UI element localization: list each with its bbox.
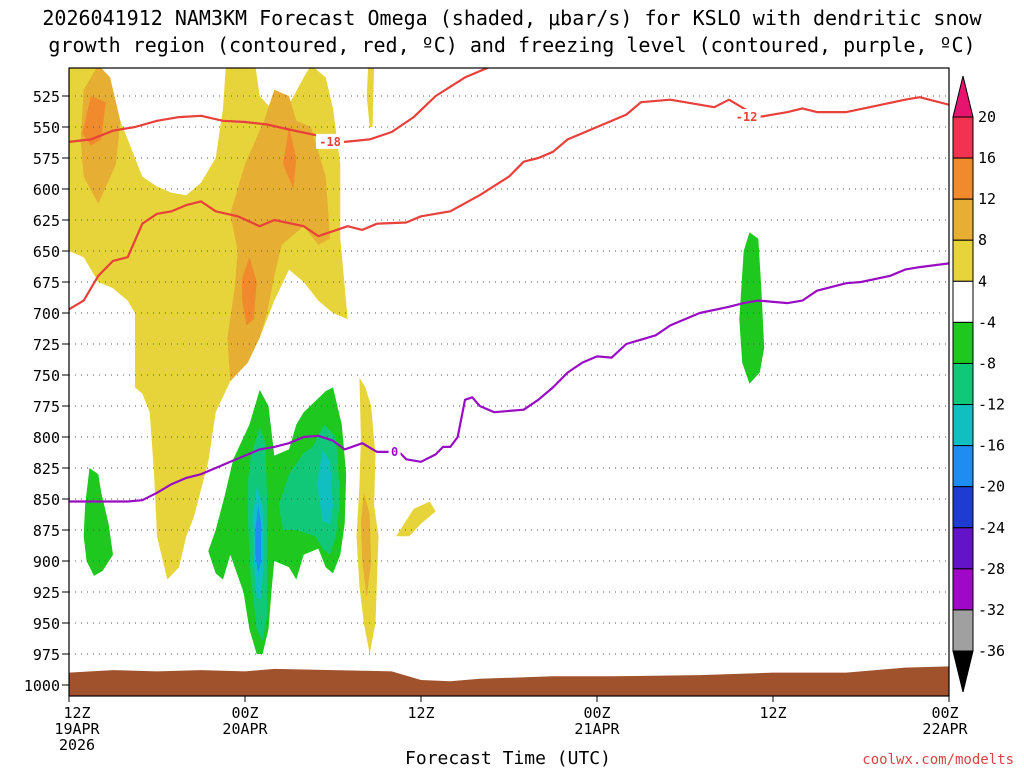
dgz_minus12-label-bg xyxy=(732,109,761,125)
y-tick-label-600: 600 xyxy=(33,181,60,199)
colorbar-top-arrow xyxy=(952,75,974,118)
colorbar-label-9: -20 xyxy=(978,478,1005,496)
y-tick-label-1000: 1000 xyxy=(24,677,60,695)
y-tick-label-900: 900 xyxy=(33,553,60,571)
y-tick-label-575: 575 xyxy=(33,150,60,168)
y-tick-label-825: 825 xyxy=(33,460,60,478)
omega-region-10 xyxy=(83,468,113,576)
x-tick-label-48-0: 12Z xyxy=(759,704,786,722)
colorbar-label-6: -8 xyxy=(978,354,996,372)
omega-region-3 xyxy=(396,501,436,537)
y-tick-label-750: 750 xyxy=(33,367,60,385)
freezing_level_0C-label: 0 xyxy=(391,445,398,459)
omega-region-1 xyxy=(366,68,375,127)
plot-frame xyxy=(68,67,950,697)
omega-region-17 xyxy=(255,505,262,574)
colorbar-label-11: -28 xyxy=(978,560,1005,578)
y-tick-label-700: 700 xyxy=(33,305,60,323)
chart-title-line2: growth region (contoured, red, ºC) and f… xyxy=(48,33,975,57)
x-tick-label-24-0: 12Z xyxy=(407,704,434,722)
ground-terrain xyxy=(69,666,949,696)
omega-region-6 xyxy=(82,96,106,146)
colorbar-swatch-1 xyxy=(952,157,974,200)
omega-shading xyxy=(69,68,765,654)
x-tick-label-36-1: 21APR xyxy=(574,720,620,738)
omega-region-12 xyxy=(739,232,765,384)
colorbar-swatch-4 xyxy=(952,280,974,323)
temperature-contours xyxy=(69,68,949,503)
x-tick-label-60-0: 00Z xyxy=(931,704,958,722)
colorbar-swatch-6 xyxy=(952,362,974,406)
omega-region-7 xyxy=(242,257,257,326)
colorbar-swatch-0 xyxy=(952,116,974,159)
x-tick-label-0-0: 12Z xyxy=(63,704,90,722)
colorbar-label-2: 12 xyxy=(978,190,996,208)
y-tick-label-950: 950 xyxy=(33,615,60,633)
terrain-ground xyxy=(69,666,949,696)
y-tick-label-775: 775 xyxy=(33,398,60,416)
colorbar-label-5: -4 xyxy=(978,313,996,331)
colorbar-label-10: -24 xyxy=(978,519,1005,537)
y-tick-label-625: 625 xyxy=(33,212,60,230)
x-tick-label-12-1: 20APR xyxy=(222,720,268,738)
dgz_minus18-label-bg xyxy=(316,133,345,149)
x-tick-label-12-0: 00Z xyxy=(231,704,258,722)
colorbar-label-8: -16 xyxy=(978,437,1005,455)
dgz_minus18-line xyxy=(69,68,491,143)
y-tick-label-650: 650 xyxy=(33,243,60,261)
colorbar: 20 16 12 8 4 -4 -8 -12 -16 -20 -24 -28 -32 -36 xyxy=(952,75,1005,693)
omega-region-9 xyxy=(360,492,372,599)
colorbar-label-13: -36 xyxy=(978,642,1005,660)
source-credit: coolwx.com/modelts xyxy=(862,752,1014,768)
colorbar-swatch-10 xyxy=(952,527,974,570)
pressure-gridlines xyxy=(69,95,949,655)
x-axis-title: Forecast Time (UTC) xyxy=(405,748,611,768)
y-tick-label-725: 725 xyxy=(33,336,60,354)
colorbar-swatch-5 xyxy=(952,321,974,364)
dgz_minus12-label: -12 xyxy=(736,110,758,124)
dgz_minus18-label: -18 xyxy=(319,135,341,149)
colorbar-swatch-3 xyxy=(952,239,974,282)
x-tick-label-60-1: 22APR xyxy=(922,720,968,738)
colorbar-swatch-2 xyxy=(952,198,974,241)
y-tick-label-675: 675 xyxy=(33,274,60,292)
dgz_minus12-line xyxy=(69,96,949,311)
colorbar-swatch-9 xyxy=(952,486,974,529)
colorbar-label-0: 20 xyxy=(978,108,996,126)
contour-labels: -18 -12 0 xyxy=(316,109,761,459)
x-tick-label-36-0: 00Z xyxy=(583,704,610,722)
chart-title-line1: 2026041912 NAM3KM Forecast Omega (shaded… xyxy=(42,6,982,30)
colorbar-label-4: 4 xyxy=(978,272,987,290)
colorbar-bottom-arrow xyxy=(952,650,974,693)
x-tick-label-0-1: 19APR xyxy=(54,720,100,738)
colorbar-label-1: 16 xyxy=(978,149,996,167)
freezing_level_0C-label-bg xyxy=(388,443,401,459)
y-tick-label-525: 525 xyxy=(33,88,60,106)
colorbar-label-3: 8 xyxy=(978,231,987,249)
y-tick-label-800: 800 xyxy=(33,429,60,447)
colorbar-swatch-7 xyxy=(952,404,974,447)
y-tick-label-875: 875 xyxy=(33,522,60,540)
y-tick-label-925: 925 xyxy=(33,584,60,602)
colorbar-label-7: -12 xyxy=(978,396,1005,414)
freezing_level_0C-line xyxy=(69,262,949,503)
y-axis: 525 550 575 600 625 650 675 700 725 750 775 800 825 8… xyxy=(24,88,69,695)
y-tick-label-550: 550 xyxy=(33,119,60,137)
omega-region-8 xyxy=(283,127,297,189)
y-tick-label-850: 850 xyxy=(33,491,60,509)
omega-region-16 xyxy=(316,449,333,524)
x-tick-label-0-2: 2026 xyxy=(59,736,95,754)
colorbar-label-12: -32 xyxy=(978,601,1005,619)
y-tick-label-975: 975 xyxy=(33,646,60,664)
colorbar-swatch-8 xyxy=(952,445,974,488)
colorbar-swatch-12 xyxy=(952,609,974,652)
colorbar-swatch-11 xyxy=(952,568,974,611)
